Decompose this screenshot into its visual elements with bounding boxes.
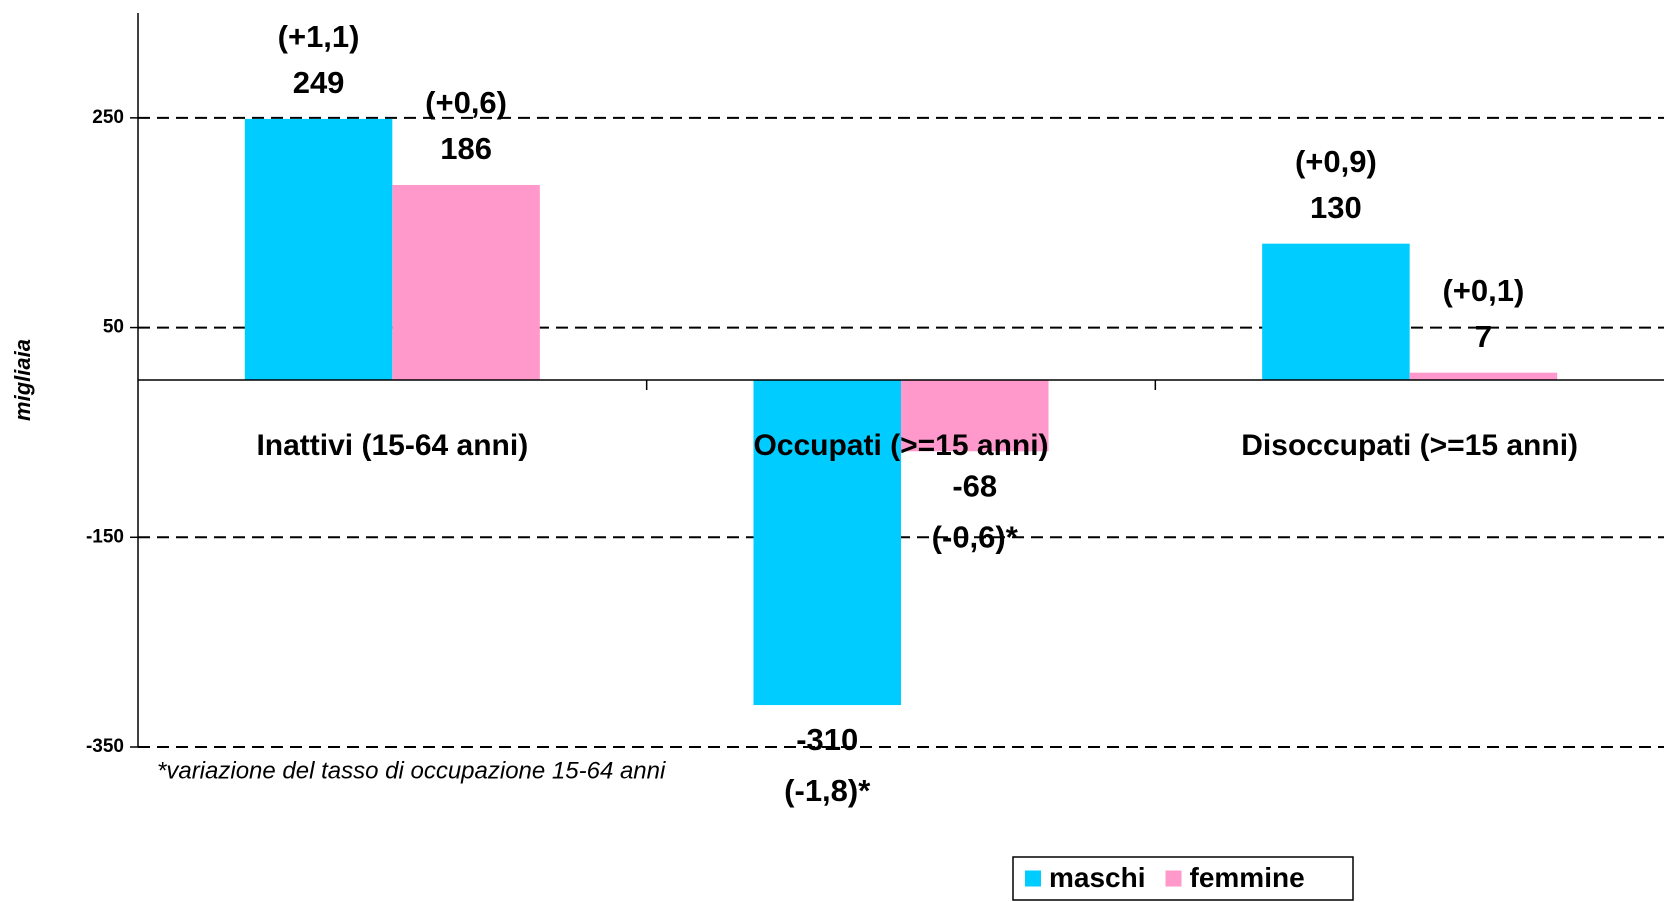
data-label: -68 (952, 468, 997, 503)
legend-label: femmine (1190, 862, 1305, 893)
data-label: 186 (440, 131, 492, 166)
data-label: -310 (796, 722, 858, 757)
data-label: 249 (293, 65, 345, 100)
y-tick-label: 250 (92, 107, 124, 128)
bar (753, 380, 901, 706)
y-axis-label: migliaia (10, 339, 35, 421)
y-tick-label: -150 (86, 526, 124, 547)
y-tick-label: 50 (103, 317, 124, 338)
y-tick-label: -350 (86, 736, 124, 757)
data-label: 130 (1310, 190, 1362, 225)
legend-swatch (1025, 870, 1041, 887)
rate-change-label: (+0,9) (1295, 144, 1377, 179)
legend-box (1012, 856, 1354, 901)
legend-swatch (1165, 870, 1182, 887)
bar (1409, 372, 1558, 380)
legend-label: maschi (1049, 862, 1146, 893)
rate-change-label: (-1,8)* (784, 773, 871, 808)
x-tick-label: Occupati (>=15 anni) (753, 429, 1048, 462)
bar (901, 380, 1049, 452)
x-tick-label: Disoccupati (>=15 anni) (1241, 429, 1578, 462)
rate-change-label: (+1,1) (278, 19, 360, 54)
bar (392, 184, 540, 380)
bar (1262, 243, 1410, 380)
footnote: *variazione del tasso di occupazione 15-… (157, 757, 666, 784)
rate-change-label: (+0,1) (1442, 273, 1524, 308)
data-label: 7 (1475, 319, 1492, 354)
rate-change-label: (+0,6) (425, 85, 507, 120)
rate-change-label: (-0,6)* (932, 519, 1019, 554)
x-tick-label: Inattivi (15-64 anni) (256, 429, 528, 462)
bar (244, 118, 393, 381)
